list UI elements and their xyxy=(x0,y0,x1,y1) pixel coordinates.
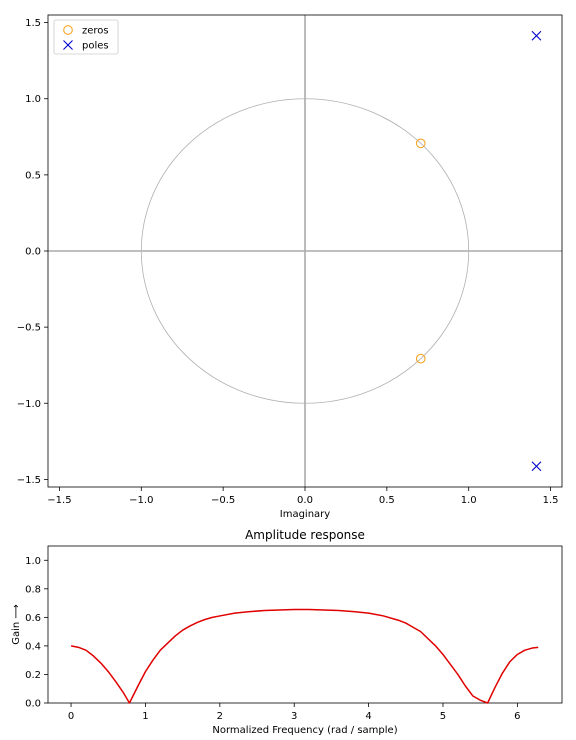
plot-frame xyxy=(47,545,563,704)
y-tick-label: 0.2 xyxy=(25,670,41,681)
gain-curve-line xyxy=(70,608,539,704)
x-tick-label: 1.5 xyxy=(543,495,559,506)
legend-zero-marker xyxy=(63,25,73,35)
y-axis-label: Gain ⟶ xyxy=(11,604,22,645)
x-tick-label: −1.5 xyxy=(47,495,71,506)
y-tick-label: 1.0 xyxy=(25,556,41,567)
y-tick-label: −0.5 xyxy=(17,323,41,334)
x-axis-label: Imaginary xyxy=(280,509,331,520)
x-tick-label: 1 xyxy=(142,711,148,722)
chart-title: Amplitude response xyxy=(245,528,365,542)
pole-marker xyxy=(531,30,542,41)
legend-pole-marker xyxy=(63,40,73,50)
pole-zero-plot: −1.5 −1.0 −0.5 0.0 0.5 1.0 1.5 −1.5 −1.0 −0.5 0.0 0… xyxy=(17,14,563,520)
y-tick-label: −1.5 xyxy=(17,475,41,486)
pole-marker-stroke xyxy=(531,461,542,472)
y-tick-label: 0.4 xyxy=(25,641,41,652)
x-tick-label: 0.5 xyxy=(379,495,395,506)
zero-marker xyxy=(415,138,426,149)
legend-entry-label: poles xyxy=(82,41,109,52)
x-tick-label: 0 xyxy=(68,711,74,722)
legend-entry-label: zeros xyxy=(82,26,109,37)
x-tick-label: −1.0 xyxy=(129,495,153,506)
x-tick-label: −0.5 xyxy=(211,495,235,506)
y-tick-label: 0.8 xyxy=(25,584,41,595)
x-tick-label: 0.0 xyxy=(297,495,313,506)
y-tick-label: 0.0 xyxy=(25,699,41,710)
x-tick-label: 2 xyxy=(217,711,223,722)
legend-box xyxy=(53,19,119,55)
amplitude-response-plot: Amplitude response 0 1 2 3 4 5 6 0.0 0.2 0.4 0.6 0.8… xyxy=(11,528,563,736)
y-tick-label: 0.5 xyxy=(25,170,41,181)
x-tick-label: 6 xyxy=(514,711,520,722)
x-tick-label: 4 xyxy=(365,711,371,722)
y-tick-label: −1.0 xyxy=(17,399,41,410)
y-tick-label: 0.6 xyxy=(25,613,41,624)
pole-marker xyxy=(531,461,542,472)
x-tick-label: 5 xyxy=(440,711,446,722)
pole-marker-stroke xyxy=(531,30,542,41)
y-tick-label: 0.0 xyxy=(25,247,41,258)
x-tick-label: 3 xyxy=(291,711,297,722)
x-tick-label: 1.0 xyxy=(461,495,477,506)
unit-circle xyxy=(140,98,470,404)
x-axis-label: Normalized Frequency (rad / sample) xyxy=(212,725,397,736)
zero-marker xyxy=(415,353,426,364)
y-tick-label: 1.5 xyxy=(25,18,41,29)
y-tick-label: 1.0 xyxy=(25,94,41,105)
